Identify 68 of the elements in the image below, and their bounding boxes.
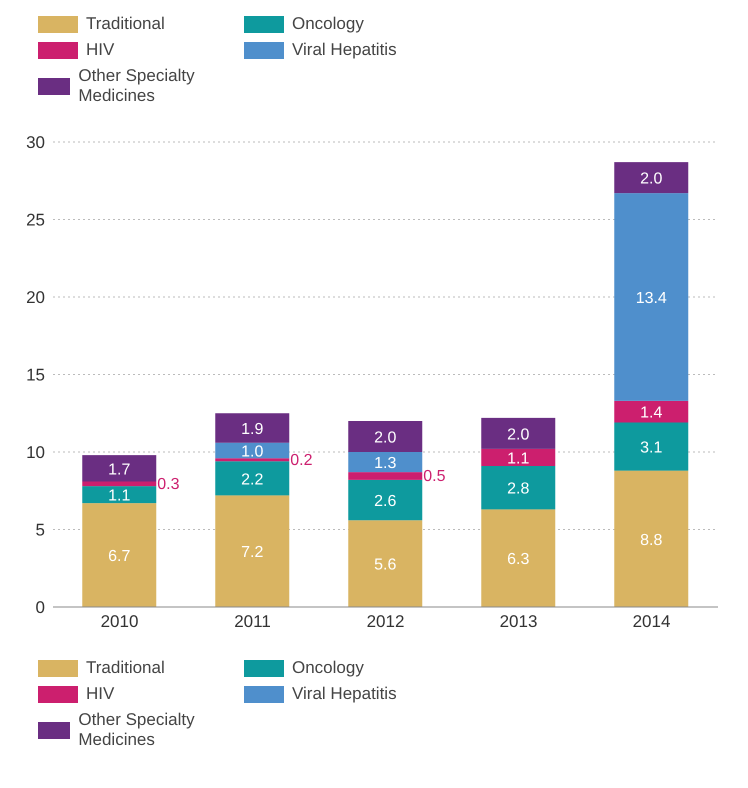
- x-tick-label: 2013: [500, 612, 538, 632]
- data-label: 0.5: [423, 468, 446, 486]
- text: HIV: [86, 40, 114, 59]
- bar: [481, 448, 556, 466]
- data-label: 0.3: [157, 476, 180, 493]
- data-label: 2.8: [507, 480, 530, 498]
- legend-label: HIV: [86, 684, 114, 704]
- bar: [348, 480, 422, 520]
- y-tick-label: 5: [36, 520, 45, 540]
- bar: [348, 421, 422, 452]
- legend-label: Other Specialty Medicines: [78, 66, 196, 106]
- y-tick-label: 25: [26, 210, 45, 230]
- bar: [82, 455, 156, 482]
- data-label: 1.7: [108, 461, 130, 478]
- data-label: 1.9: [241, 420, 264, 438]
- text: Viral Hepatitis: [292, 684, 397, 703]
- bar: [82, 503, 156, 607]
- bar: [215, 442, 290, 458]
- x-tick-label: 2010: [100, 612, 138, 632]
- data-label: 7.2: [241, 544, 264, 562]
- legend-label: Viral Hepatitis: [292, 40, 397, 60]
- bar: [614, 470, 688, 607]
- bar: [614, 162, 688, 194]
- bar: [614, 400, 688, 423]
- data-label: 2.0: [374, 430, 396, 446]
- data-label: 1.0: [241, 443, 264, 460]
- data-label: 3.1: [640, 440, 662, 457]
- y-tick-label: 20: [26, 288, 45, 308]
- bar: [481, 509, 556, 607]
- x-tick-label: 2012: [366, 612, 404, 632]
- text: Other Specialty Medicines: [78, 710, 195, 749]
- x-tick-label: 2014: [632, 612, 670, 632]
- y-tick-label: 10: [26, 443, 45, 462]
- bar: [481, 418, 556, 449]
- legend-label: Traditional: [86, 658, 165, 678]
- legend-label: Oncology: [292, 658, 364, 678]
- data-label: 13.4: [636, 290, 667, 307]
- bar: [348, 520, 422, 607]
- text: Oncology: [292, 14, 364, 33]
- data-label: 8.8: [640, 532, 662, 549]
- data-label: 6.7: [108, 548, 130, 566]
- bar: [215, 413, 290, 443]
- data-label: 2.6: [374, 493, 396, 510]
- data-label: 6.3: [507, 551, 530, 568]
- y-tick-label: 15: [26, 366, 45, 385]
- data-label: 2.2: [241, 471, 264, 488]
- bar: [215, 458, 290, 462]
- y-tick-label: 0: [36, 598, 45, 618]
- bar: [614, 422, 688, 471]
- x-tick-label: 2011: [234, 612, 271, 632]
- bar: [348, 472, 422, 480]
- data-label: 0.2: [290, 452, 313, 469]
- bar: [82, 486, 156, 504]
- data-label: 1.3: [374, 455, 396, 472]
- data-label: 2.0: [640, 170, 662, 188]
- bar: [82, 481, 156, 486]
- data-label: 1.1: [108, 488, 130, 505]
- data-label: 1.4: [640, 404, 662, 422]
- bar: [348, 452, 422, 472]
- bar: [614, 193, 688, 401]
- data-label: 2.0: [507, 426, 530, 444]
- y-tick-label: 30: [26, 133, 45, 152]
- bar: [215, 495, 290, 607]
- data-label: 5.6: [374, 556, 396, 574]
- bar: [481, 466, 556, 510]
- text: Traditional: [86, 14, 165, 33]
- data-label: 1.1: [507, 450, 530, 468]
- bar: [215, 461, 290, 496]
